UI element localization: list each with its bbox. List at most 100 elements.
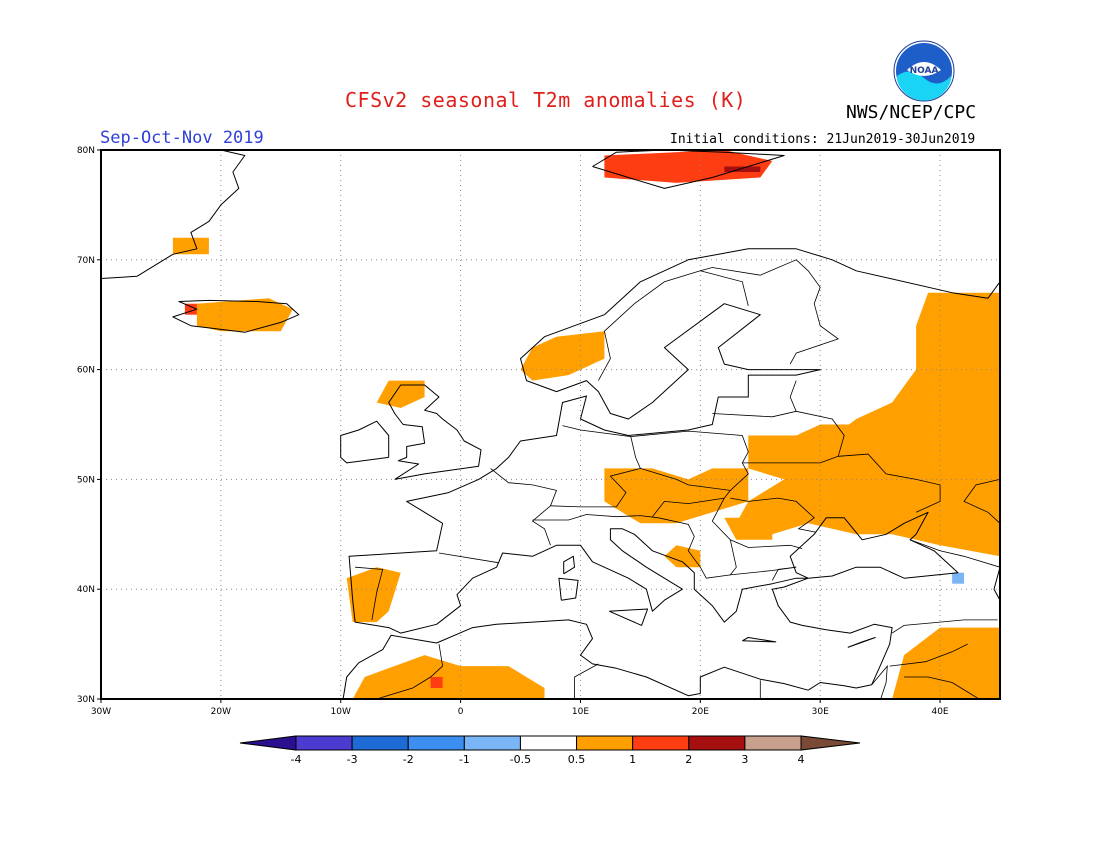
colorbar: -4 -3 -2 -1 -0.5 0.5 1 2 3 4 [239,735,861,766]
country-border [712,380,797,418]
country-border [891,619,998,634]
lon-tick-label: 30W [91,707,111,717]
colorbar-segment [688,735,746,751]
anomaly-region-15 [430,677,443,688]
coastline [592,150,785,189]
country-border [640,468,732,517]
chart-title: CFSv2 seasonal T2m anomalies (K) [345,88,747,112]
lon-tick-label: 10W [331,707,351,717]
lon-tick-label: 10E [572,707,589,717]
coastline [388,384,482,480]
colorbar-label: 4 [798,753,805,766]
lat-tick-label: 80N [77,146,95,156]
country-border [376,644,444,699]
country-border [532,514,659,521]
country-border [730,497,816,533]
country-border [711,497,803,549]
coastline [993,567,1000,601]
colorbar-label: -4 [291,753,302,766]
anomaly-region-0 [736,292,1000,557]
lat-tick-label: 60N [77,366,95,376]
anomaly-region-1 [604,468,749,524]
country-border [355,566,384,620]
country-border [550,425,641,508]
colorbar-segment [576,735,634,751]
lat-tick-label: 30N [77,695,95,705]
country-border [904,676,980,699]
anomaly-region-12 [604,150,773,183]
lat-tick-label: 50N [77,475,95,485]
country-border [630,430,749,491]
lat-tick-label: 70N [77,256,95,266]
anomaly-region-6 [196,298,293,332]
anomaly-region-13 [724,166,761,172]
country-border [889,643,968,667]
colorbar-segment [744,735,802,751]
logo-text: NOAA [910,66,939,76]
country-border [490,468,558,546]
country-border [909,539,1000,568]
country-border [556,663,599,699]
lon-tick-label: 30E [812,707,829,717]
country-border [963,479,1000,524]
colorbar-min-arrow [239,735,297,751]
colorbar-segment [351,735,409,751]
country-border [796,410,845,457]
colorbar-label: -2 [403,753,414,766]
map-frame [100,149,1001,700]
anomaly-layer [172,150,1000,699]
colorbar-label: 3 [741,753,748,766]
coastline [342,619,809,699]
colorbar-segment [463,735,521,751]
coastline [348,248,1000,601]
anomaly-region-11 [172,237,209,255]
colorbar-segment [407,735,465,751]
coastline [563,555,575,575]
noaa-logo-icon: NOAA [893,40,955,102]
coastlines [101,150,1000,699]
anomaly-region-2 [748,424,857,480]
anomaly-region-5 [520,331,605,381]
colorbar-label: -0.5 [510,753,531,766]
lon-tick-label: 40E [931,707,948,717]
coastline [847,637,876,648]
colorbar-label: 1 [629,753,636,766]
coastline [172,299,300,333]
colorbar-label: 0.5 [568,753,586,766]
organization-label: NWS/NCEP/CPC [846,102,977,123]
country-border [871,664,888,699]
season-label: Sep-Oct-Nov 2019 [100,128,264,148]
colorbar-label: 2 [685,753,692,766]
colorbar-max-arrow [800,735,861,751]
colorbar-segment [519,735,578,751]
anomaly-region-4 [724,517,773,540]
country-border [438,552,500,564]
lon-tick-label: 20E [692,707,709,717]
lon-tick-label: 20W [211,707,231,717]
country-border [598,259,840,381]
anomaly-region-7 [376,380,425,408]
anomaly-region-8 [346,567,401,623]
colorbar-segment [632,735,690,751]
country-borders [355,259,1000,699]
anomaly-region-10 [892,627,1000,699]
coastline [352,511,959,691]
initial-conditions-label: Initial conditions: 21Jun2019-30Jun2019 [670,132,976,147]
coastline [742,637,777,643]
coastline [101,150,246,279]
anomaly-region-9 [352,655,545,699]
colorbar-segment [295,735,353,751]
colorbar-label: -3 [347,753,358,766]
lon-tick-label: 0 [458,707,464,717]
anomaly-region-16 [952,572,964,584]
country-border [730,566,797,581]
colorbar-label: -1 [459,753,470,766]
country-border [658,517,737,579]
country-border [700,270,749,306]
coastline [608,608,649,626]
anomaly-region-3 [664,545,701,568]
lat-tick-label: 40N [77,585,95,595]
axis-ticks: 30N 40N 50N 60N 70N 80N 30W 20W 10W 0 10E 20E 30E 40E [77,146,949,717]
country-border [742,453,941,513]
